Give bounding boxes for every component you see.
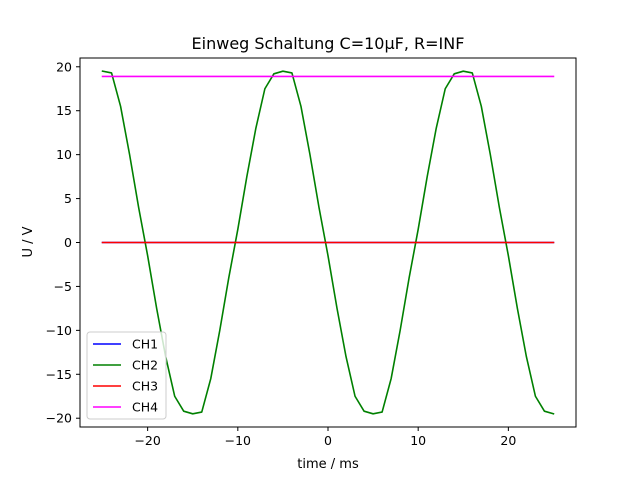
y-tick-label: 10	[56, 147, 72, 162]
x-tick-label: 10	[410, 433, 426, 448]
legend-label-ch2: CH2	[132, 358, 158, 373]
legend-frame	[86, 331, 167, 420]
chart-title: Einweg Schaltung C=10µF, R=INF	[192, 34, 465, 53]
y-tick-label: −20	[46, 411, 72, 426]
x-axis-ticks: −20 −10 0 10 20	[134, 427, 516, 448]
x-tick-label: −20	[134, 433, 160, 448]
legend: CH1 CH2 CH3 CH4	[86, 331, 167, 420]
y-tick-label: 5	[64, 191, 72, 206]
y-tick-label: 15	[56, 103, 72, 118]
y-tick-label: −5	[54, 279, 72, 294]
y-tick-label: 20	[56, 59, 72, 74]
legend-label-ch3: CH3	[132, 379, 158, 394]
x-tick-label: −10	[225, 433, 251, 448]
y-tick-label: −10	[46, 323, 72, 338]
x-axis-label: time / ms	[297, 457, 359, 472]
y-axis-label: U / V	[21, 226, 36, 257]
series-line-ch2	[101, 70, 555, 415]
x-tick-label: 0	[324, 433, 332, 448]
series-layer	[101, 70, 555, 415]
legend-label-ch1: CH1	[132, 337, 158, 352]
y-tick-label: −15	[46, 367, 72, 382]
y-axis-ticks: −20 −15 −10 −5 0 5 10 15 20	[46, 59, 80, 426]
x-tick-label: 20	[500, 433, 516, 448]
legend-label-ch4: CH4	[132, 400, 158, 415]
y-tick-label: 0	[64, 235, 72, 250]
